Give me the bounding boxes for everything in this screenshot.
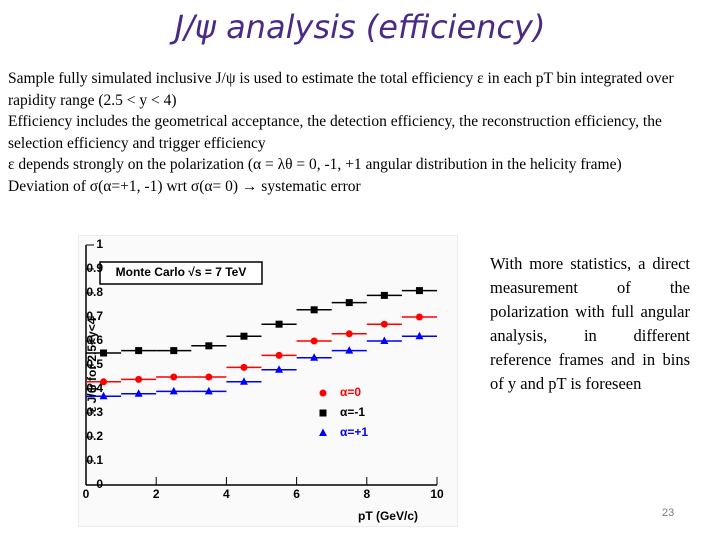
data-point	[319, 409, 327, 417]
slide-title: J/ψ analysis (efficiency)	[174, 8, 546, 46]
data-point	[204, 386, 213, 395]
data-point	[310, 353, 319, 361]
data-point	[205, 342, 213, 350]
x-axis-label: pT (GeV/c)	[358, 509, 418, 523]
side-text: With more statistics, a direct measureme…	[490, 254, 690, 393]
y-tick-label: 0.8	[86, 285, 103, 299]
data-point	[240, 363, 248, 371]
y-tick-label: 0.5	[86, 357, 103, 371]
y-tick-label: 0.1	[86, 453, 103, 467]
data-point	[135, 375, 143, 383]
chart: Monte Carlo √s = 7 TeV pT (GeV/c) ε J/ψ …	[78, 235, 458, 527]
data-point	[345, 299, 353, 307]
data-point	[170, 373, 178, 381]
data-point	[205, 373, 213, 381]
data-point	[169, 386, 178, 395]
data-point	[170, 347, 178, 355]
data-point	[310, 306, 318, 314]
y-tick-label: 0.6	[86, 333, 103, 347]
data-point	[415, 313, 423, 321]
paragraph: ε depends strongly on the polarization (…	[8, 156, 622, 173]
data-point	[415, 287, 423, 295]
y-tick-label: 0.3	[86, 405, 103, 419]
x-tick-label: 10	[430, 487, 444, 501]
data-point	[310, 337, 318, 345]
y-tick-label: 0	[96, 477, 103, 491]
data-point	[240, 332, 248, 340]
body-text: Sample fully simulated inclusive J/ψ is …	[8, 68, 708, 197]
data-point	[135, 347, 143, 355]
data-point	[345, 330, 353, 338]
legend-label: α=-1	[340, 405, 365, 419]
x-tick-label: 2	[153, 487, 160, 501]
x-tick-label: 4	[223, 487, 230, 501]
legend-label: α=+1	[340, 425, 368, 439]
y-tick-label: 0.2	[86, 429, 103, 443]
y-tick-label: 1	[96, 237, 103, 251]
paragraph: Sample fully simulated inclusive J/ψ is …	[8, 70, 674, 109]
y-tick-label: 0.9	[86, 261, 103, 275]
data-point	[100, 349, 108, 357]
data-point	[100, 378, 108, 386]
data-point	[275, 320, 283, 328]
data-point	[134, 389, 143, 397]
x-tick-label: 6	[293, 487, 300, 501]
data-point	[319, 389, 327, 397]
legend-label: α=0	[340, 385, 361, 399]
paragraph: Deviation of σ(α=+1, -1) wrt σ(α= 0) → s…	[8, 177, 361, 195]
x-tick-label: 0	[83, 487, 90, 501]
data-point	[99, 391, 108, 400]
data-point	[380, 336, 389, 344]
y-tick-label: 0.4	[86, 381, 103, 395]
data-point	[275, 365, 284, 373]
data-point	[380, 291, 388, 299]
data-point	[415, 331, 424, 340]
data-point	[319, 428, 327, 436]
data-point	[380, 320, 388, 328]
annotation: Monte Carlo √s = 7 TeV	[116, 265, 247, 279]
data-point	[239, 377, 248, 385]
page-number: 23	[662, 507, 675, 519]
annotation-box	[99, 261, 263, 285]
paragraph: Efficiency includes the geometrical acce…	[8, 113, 662, 152]
y-tick-label: 0.7	[86, 309, 103, 323]
data-point	[345, 346, 354, 354]
data-point	[275, 351, 283, 359]
x-tick-label: 8	[363, 487, 370, 501]
